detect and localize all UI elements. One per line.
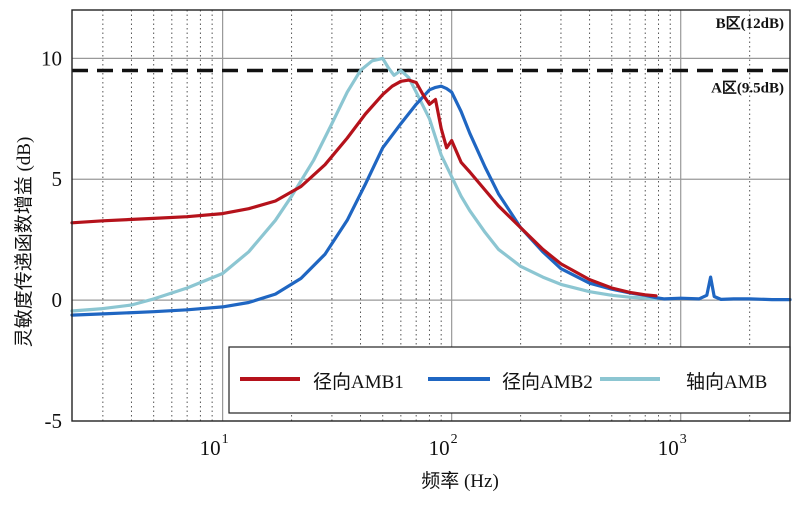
x-tick-label: 10 1: [200, 432, 229, 460]
reference-lines: B区(12dB) A区(9.5dB): [72, 15, 790, 96]
x-tick-exponent: 1: [222, 432, 229, 447]
x-tick-base: 10: [200, 436, 221, 460]
series-line-2: [70, 56, 658, 313]
legend-label-axial-amb: 轴向AMB: [686, 371, 767, 393]
legend: 径向AMB1 径向AMB2 轴向AMB: [228, 346, 791, 414]
y-tick-label: -5: [45, 409, 63, 433]
plot-frame: [71, 9, 791, 422]
x-tick-exponent: 3: [680, 432, 687, 447]
x-tick-exponent: 2: [451, 432, 458, 447]
y-tick-label: 10: [41, 46, 62, 70]
x-tick-label: 10 2: [429, 432, 458, 460]
reference-label-b-zone: B区(12dB): [716, 15, 784, 32]
legend-box: [228, 346, 791, 414]
series-line-0: [70, 78, 658, 298]
y-axis-label: 灵敏度传递函数增益 (dB): [13, 137, 35, 348]
x-tick-base: 10: [429, 436, 450, 460]
series-layer: [70, 56, 792, 317]
y-tick-label: 5: [52, 167, 63, 191]
reference-label-a-zone: A区(9.5dB): [711, 79, 784, 96]
x-tick-label: 10 3: [658, 432, 687, 460]
legend-label-radial-amb1: 径向AMB1: [313, 371, 404, 393]
legend-label-radial-amb2: 径向AMB2: [502, 371, 593, 393]
x-axis-label: 频率 (Hz): [421, 470, 499, 492]
x-tick-base: 10: [658, 436, 679, 460]
y-tick-label: 0: [52, 288, 63, 312]
series-line-1: [70, 84, 792, 317]
